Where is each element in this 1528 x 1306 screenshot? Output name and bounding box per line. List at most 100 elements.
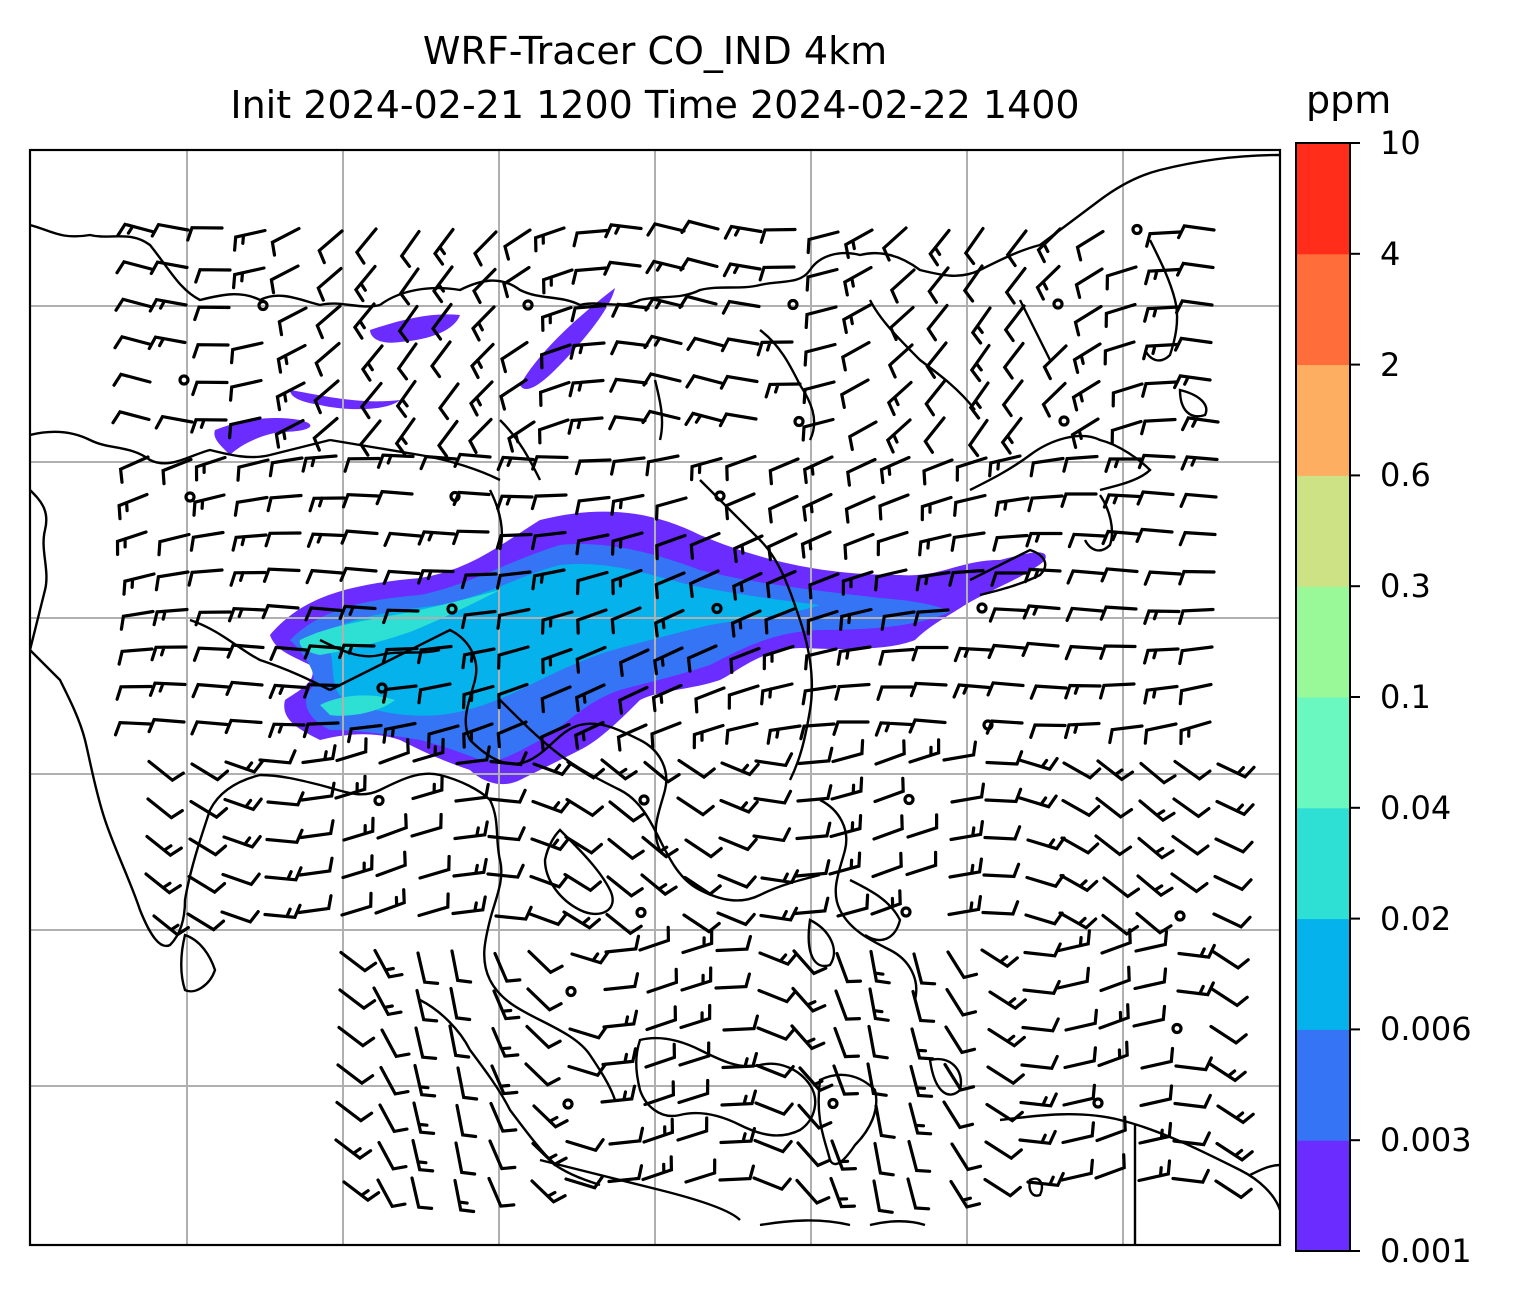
wind-barb (265, 828, 304, 845)
wind-barb (147, 335, 187, 351)
wind-barb (575, 495, 611, 516)
wind-barb (342, 816, 375, 842)
wind-barb (1137, 453, 1176, 470)
wind-barb (994, 496, 1030, 517)
wind-barb (115, 684, 153, 701)
wind-barb (908, 738, 941, 764)
wind-barb (497, 682, 529, 710)
wind-barb (1138, 799, 1176, 823)
wind-barb (563, 872, 602, 893)
wind-barb (1062, 1083, 1096, 1107)
calm-marker (178, 374, 190, 386)
map-title: WRF-Tracer CO_IND 4km (422, 29, 888, 73)
wind-barb (949, 820, 984, 842)
wind-barb (686, 644, 718, 673)
wind-barb (804, 305, 838, 330)
wind-barb (192, 343, 230, 359)
wind-barb (832, 1064, 859, 1096)
wind-barb (717, 873, 757, 889)
wind-barb (274, 418, 305, 449)
wind-barb (297, 894, 333, 915)
wind-barb (314, 341, 341, 377)
colorbar-segment (1296, 1140, 1350, 1252)
wind-barb (722, 1014, 759, 1032)
wind-barb (115, 259, 155, 275)
wind-barb (1060, 1158, 1094, 1182)
wind-barb (874, 1104, 896, 1139)
wind-barb (618, 648, 650, 677)
wind-barb (149, 260, 189, 276)
plume-outer-north4 (214, 418, 311, 455)
wind-barb (1059, 873, 1099, 893)
wind-barb (690, 456, 723, 482)
wind-barb (193, 305, 231, 322)
wind-barb (575, 645, 607, 674)
calm-marker (903, 793, 915, 806)
wind-barb (1145, 230, 1182, 248)
wind-barb (378, 1103, 409, 1134)
wind-barb (1137, 836, 1175, 860)
wind-barb (275, 381, 306, 412)
wind-barb (948, 568, 985, 587)
wind-barb (1134, 929, 1169, 953)
wind-barb (718, 836, 758, 852)
calm-marker (714, 490, 726, 502)
wind-barb (653, 608, 685, 638)
wind-barb (715, 935, 752, 953)
wind-barb (602, 1009, 639, 1029)
wind-barb (829, 814, 863, 839)
wind-barb (343, 456, 381, 473)
wind-barb (360, 344, 384, 382)
wind-barb (499, 378, 528, 411)
wind-barb (718, 412, 758, 428)
wind-barb (645, 259, 685, 275)
wind-barb (723, 224, 763, 240)
wind-barb (796, 784, 833, 803)
wind-barb (1060, 492, 1098, 508)
wind-barb (266, 493, 303, 513)
wind-barb (1036, 227, 1062, 264)
wind-barb (915, 570, 951, 592)
colorbar (1295, 142, 1360, 1252)
wind-barb (872, 814, 904, 841)
wind-barb (642, 1117, 675, 1144)
wind-barb (953, 646, 992, 663)
wind-barb (430, 340, 452, 379)
colorbar-label: 0.006 (1380, 1010, 1472, 1049)
wind-barb (1022, 604, 1061, 620)
wind-barb (190, 418, 228, 434)
wind-barb (950, 531, 986, 552)
wind-barb (150, 645, 188, 662)
wind-barb (264, 531, 302, 548)
wind-barb (379, 1065, 410, 1096)
wind-barb (539, 722, 571, 752)
wind-barb (869, 949, 891, 985)
wind-barb (983, 1177, 1022, 1198)
colorbar-label: 0.3 (1380, 567, 1431, 606)
wind-barb (759, 227, 797, 244)
wind-barb (795, 821, 832, 841)
wind-barb (1024, 911, 1064, 926)
wind-barb (684, 838, 723, 859)
wind-barb (677, 758, 716, 780)
wind-barb (604, 934, 641, 954)
wind-barb (192, 493, 226, 517)
wind-barb (530, 1179, 567, 1204)
wind-barb (269, 264, 300, 295)
wind-barb (829, 1176, 856, 1209)
wind-barb (453, 820, 489, 841)
wind-barb (1170, 872, 1209, 894)
wind-barb (427, 724, 460, 749)
wind-barb (1103, 340, 1136, 366)
wind-barb (752, 827, 792, 843)
wind-barb (342, 1180, 381, 1203)
wind-barb (455, 1103, 478, 1139)
wind-barb (266, 791, 305, 807)
wind-barb (876, 530, 909, 557)
wind-barb (122, 572, 156, 596)
wind-barb (313, 379, 340, 415)
wind-barb (1143, 570, 1182, 586)
wind-barb (462, 722, 494, 749)
calm-marker (1171, 1022, 1183, 1035)
wind-barb (843, 265, 873, 297)
